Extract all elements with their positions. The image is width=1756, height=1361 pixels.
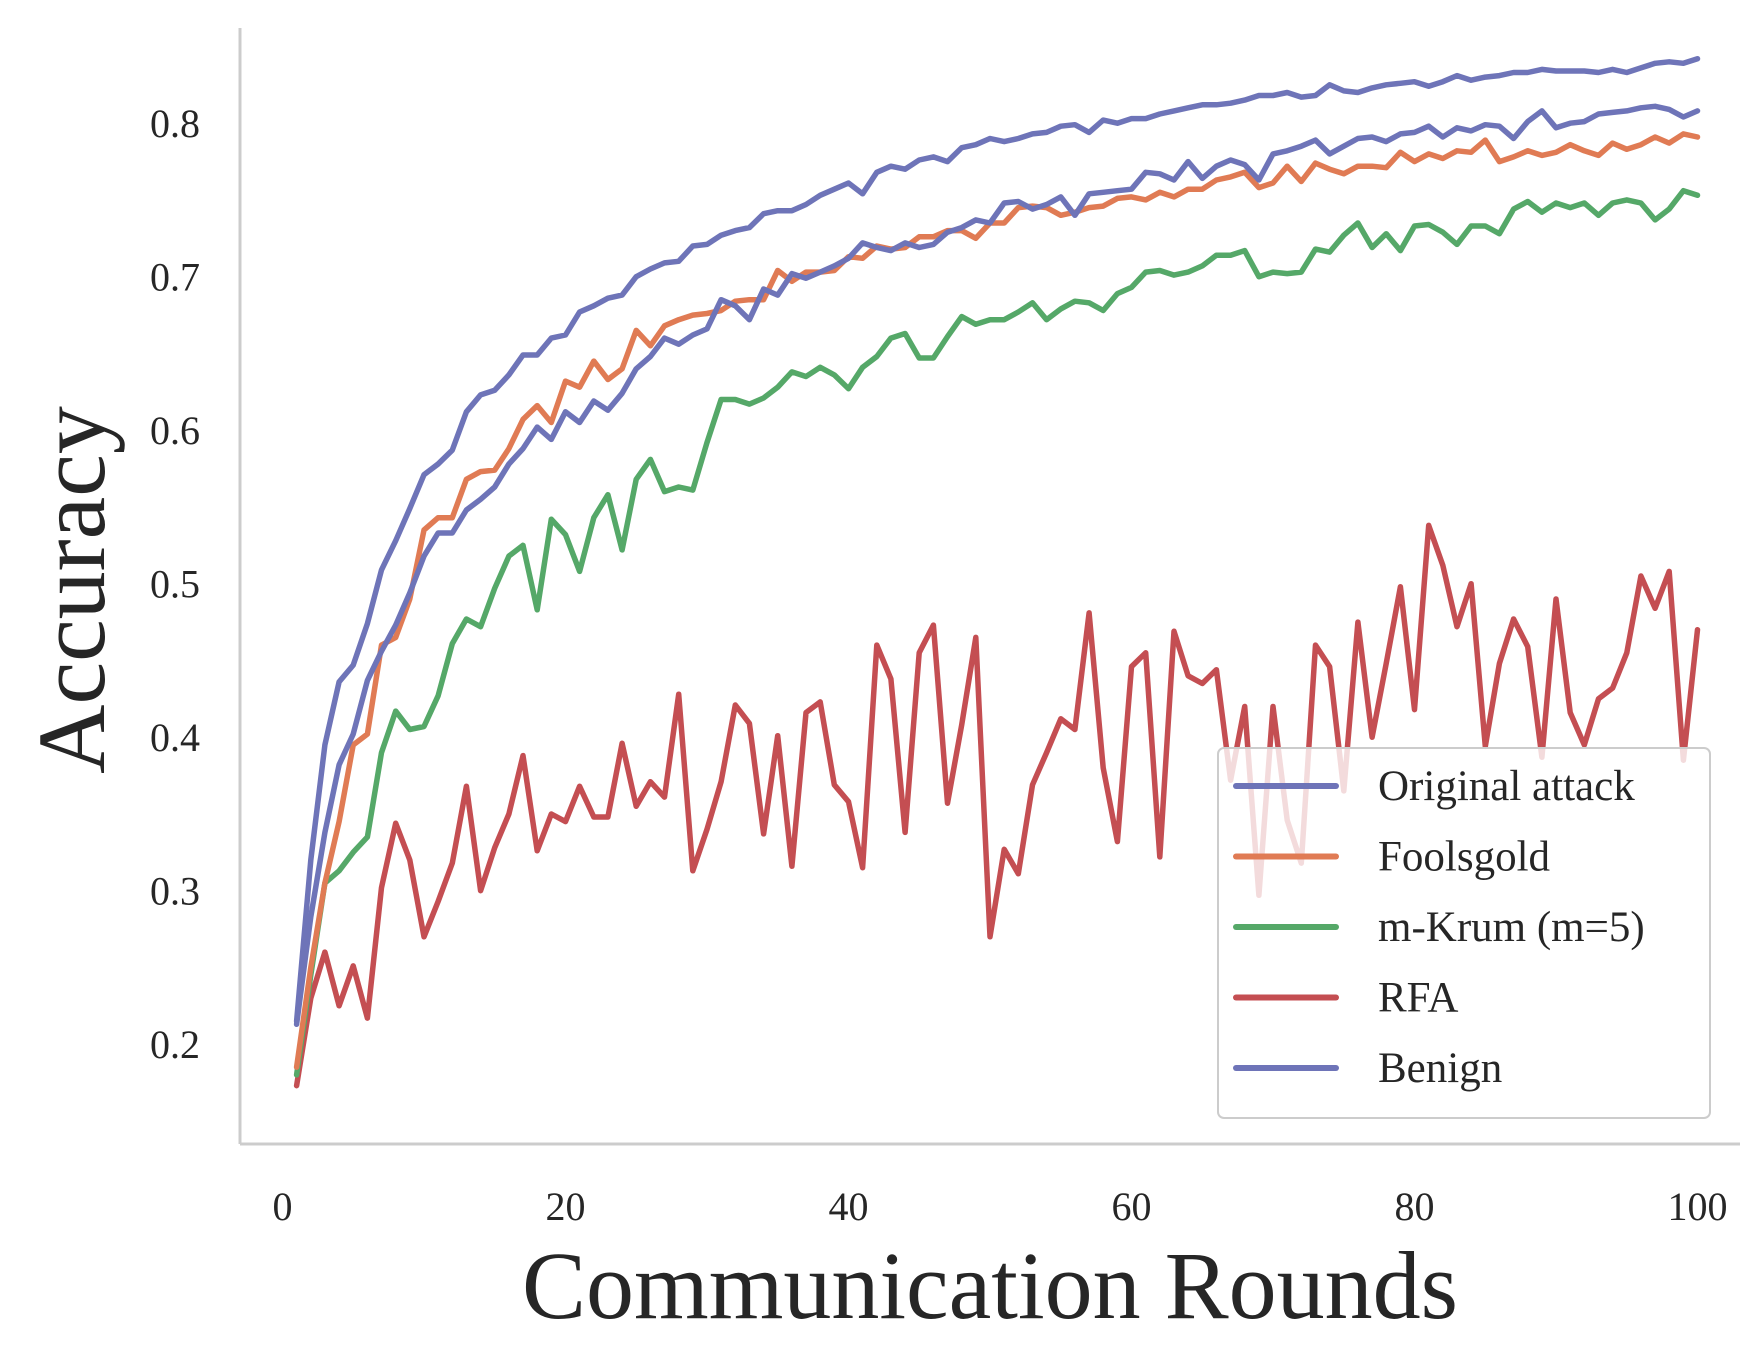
y-tick-label: 0.8 <box>150 101 200 146</box>
legend-label: Foolsgold <box>1378 834 1550 881</box>
x-axis-title: Communication Rounds <box>522 1232 1458 1339</box>
x-tick-label: 40 <box>828 1184 868 1229</box>
legend-label: m-Krum (m=5) <box>1378 904 1645 951</box>
x-tick-labels: 0 20 40 60 80 100 <box>272 1184 1727 1229</box>
x-tick-label: 0 <box>272 1184 292 1229</box>
y-axis-title: Accuracy <box>18 406 125 774</box>
y-tick-label: 0.5 <box>150 562 200 607</box>
series-line-m-krum-m-5 <box>293 187 1701 1078</box>
legend: Original attack Foolsgold m-Krum (m=5) RFA B… <box>1217 747 1711 1119</box>
legend-label: Benign <box>1378 1045 1502 1092</box>
legend-label: RFA <box>1378 975 1458 1022</box>
y-tick-labels: 0.2 0.3 0.4 0.5 0.6 0.7 0.8 <box>150 101 200 1067</box>
series-line-original-attack <box>293 103 1701 1028</box>
y-tick-label: 0.2 <box>150 1022 200 1067</box>
y-tick-label: 0.7 <box>150 255 200 300</box>
plot-lines <box>293 55 1701 1089</box>
y-tick-label: 0.6 <box>150 408 200 453</box>
legend-label: Original attack <box>1378 763 1635 810</box>
series-line-rfa <box>293 522 1701 1089</box>
series-line-benign <box>293 55 1701 1024</box>
y-tick-label: 0.4 <box>150 715 200 760</box>
y-tick-label: 0.3 <box>150 869 200 914</box>
x-tick-label: 60 <box>1112 1184 1152 1229</box>
series-line-foolsgold <box>293 131 1701 1070</box>
axes <box>238 28 1740 1146</box>
x-tick-label: 80 <box>1395 1184 1435 1229</box>
x-tick-label: 20 <box>545 1184 585 1229</box>
legend-box <box>1217 747 1711 1119</box>
x-tick-label: 100 <box>1668 1184 1728 1229</box>
